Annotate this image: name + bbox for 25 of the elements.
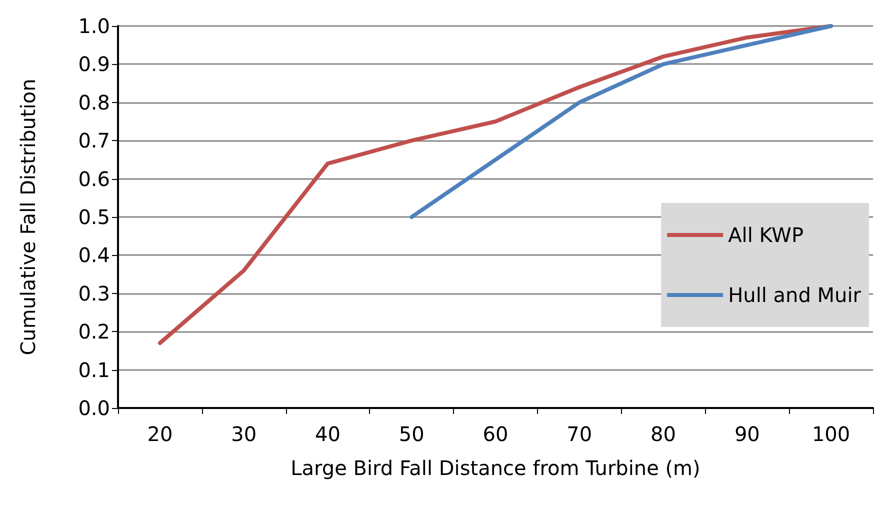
x-tick-label: 30 [231,422,257,446]
x-tick-label: 100 [812,422,850,446]
x-tick-label: 40 [314,422,340,446]
y-tick-label: 0.4 [78,243,110,268]
y-tick-label: 0.9 [78,52,110,76]
x-tick-label: 50 [398,422,424,446]
x-tick-label: 90 [734,422,760,446]
x-tick-label: 20 [147,422,173,446]
line-series [410,24,834,219]
x-tick-label: 80 [650,422,676,446]
x-tick-label: 60 [482,422,508,446]
legend-label: All KWP [728,223,804,247]
y-tick-label: 0.8 [78,90,110,114]
y-tick-label: 0.0 [78,396,110,420]
y-tick-label: 0.1 [78,358,110,382]
y-tick-label: 0.2 [78,320,110,344]
x-tick-label: 70 [566,422,592,446]
legend-label: Hull and Muir [728,283,862,307]
y-tick-label: 1.0 [78,14,110,38]
y-axis-title: Cumulative Fall Distribution [16,78,40,356]
y-tick-label: 0.7 [78,128,110,153]
y-tick-label: 0.5 [78,205,110,229]
y-tick-label: 0.6 [78,166,110,191]
x-axis-title: Large Bird Fall Distance from Turbine (m) [290,456,700,480]
y-tick-label: 0.3 [78,281,110,306]
